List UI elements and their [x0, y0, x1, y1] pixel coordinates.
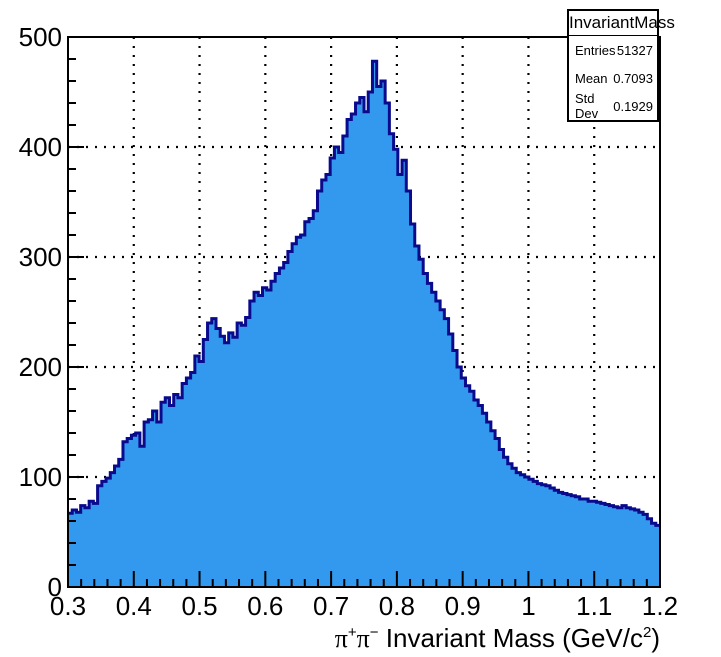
x-title-text: Invariant Mass (GeV/c	[379, 623, 643, 653]
x-title-sup: 2	[643, 624, 651, 641]
x-tick-label: 0.9	[445, 591, 481, 621]
y-tick-label: 300	[19, 242, 62, 272]
x-tick-label: 0.5	[181, 591, 217, 621]
x-title-pi-1: π	[335, 624, 348, 653]
stats-stddev-label: Std Dev	[575, 91, 613, 121]
x-title-pi-2: π	[357, 624, 370, 653]
x-title-minus: −	[370, 624, 379, 641]
stats-entries-value: 51327	[617, 43, 653, 58]
y-tick-label: 400	[19, 132, 62, 162]
stats-stddev-value: 0.1929	[613, 99, 653, 114]
x-tick-label: 0.6	[247, 591, 283, 621]
x-tick-label: 0.4	[116, 591, 152, 621]
y-tick-label: 500	[19, 22, 62, 52]
stats-mean-value: 0.7093	[613, 71, 653, 86]
histogram-fill	[68, 61, 660, 587]
x-tick-label: 1.2	[642, 591, 678, 621]
x-axis-tick-labels: 0.3 0.4 0.5 0.6 0.7 0.8 0.9 1 1.1 1.2	[50, 591, 678, 621]
stats-row-mean: Mean 0.7093	[569, 64, 657, 92]
x-tick-label: 0.8	[379, 591, 415, 621]
y-axis-tick-labels: 0 100 200 300 400 500	[19, 22, 62, 602]
x-axis-title: π+π− Invariant Mass (GeV/c2)	[335, 623, 660, 653]
x-tick-label: 0.7	[313, 591, 349, 621]
x-tick-label: 1	[521, 591, 535, 621]
y-tick-label: 200	[19, 352, 62, 382]
y-tick-label: 0	[48, 572, 62, 602]
stats-box: InvariantMass Entries 51327 Mean 0.7093 …	[567, 9, 659, 122]
stats-row-stddev: Std Dev 0.1929	[569, 92, 657, 120]
y-tick-label: 100	[19, 462, 62, 492]
stats-row-entries: Entries 51327	[569, 36, 657, 64]
stats-entries-label: Entries	[575, 43, 615, 58]
x-title-close: )	[651, 623, 660, 653]
x-title-plus: +	[348, 624, 357, 641]
stats-title: InvariantMass	[569, 11, 657, 36]
x-tick-label: 1.1	[576, 591, 612, 621]
stats-mean-label: Mean	[575, 71, 608, 86]
